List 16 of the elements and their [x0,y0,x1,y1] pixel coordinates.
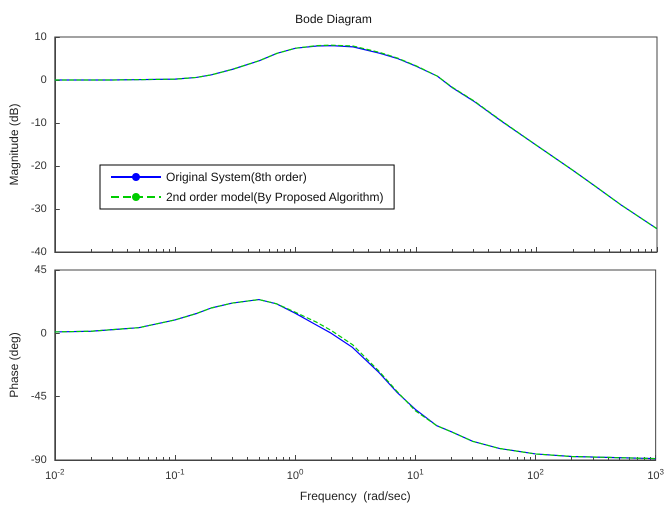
y-tick-label: 45 [34,264,47,276]
y-tick-label: -30 [30,203,47,215]
legend-label: Original System(8th order) [166,170,307,184]
x-axis-title: Frequency (rad/sec) [300,489,411,503]
y-axis-title: Phase (deg) [7,332,21,398]
y-tick-label: -45 [30,390,47,403]
y-tick-label: -10 [30,117,47,129]
legend-label: 2nd order model(By Proposed Algorithm) [166,190,384,204]
y-tick-label: -90 [30,454,47,466]
y-tick-label: -40 [30,246,47,258]
y-tick-label: 10 [34,31,47,43]
chart-title: Bode Diagram [295,12,372,26]
y-tick-label: 0 [40,74,47,86]
y-tick-label: 0 [40,327,47,340]
y-axis-title: Magnitude (dB) [7,103,21,186]
y-tick-label: -20 [30,160,47,172]
